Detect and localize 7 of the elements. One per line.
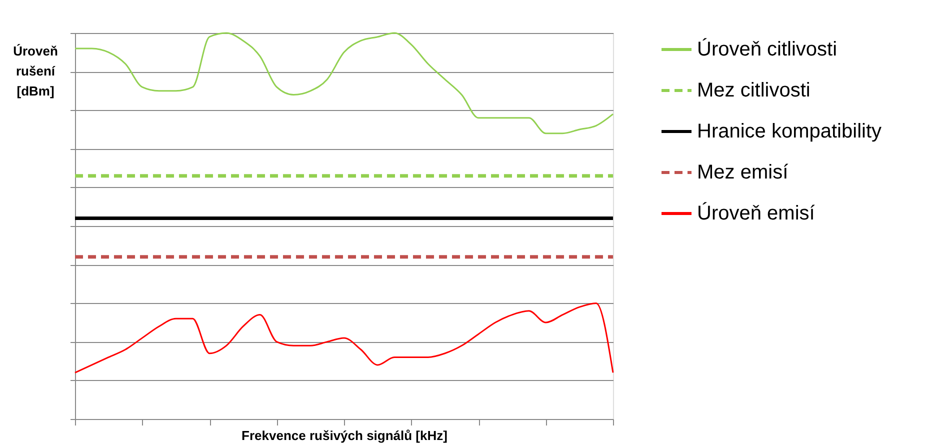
y-axis-title: Úroveň rušení [dBm] [13, 44, 58, 98]
legend-label: Mez citlivosti [697, 80, 810, 102]
legend-label: Úroveň citlivosti [697, 38, 838, 60]
legend-label: Mez emisí [697, 162, 789, 184]
legend-label: Hranice kompatibility [697, 120, 882, 142]
x-axis-title: Frekvence rušivých signálů [kHz] [242, 428, 448, 443]
legend-label: Úroveň emisí [697, 202, 816, 224]
